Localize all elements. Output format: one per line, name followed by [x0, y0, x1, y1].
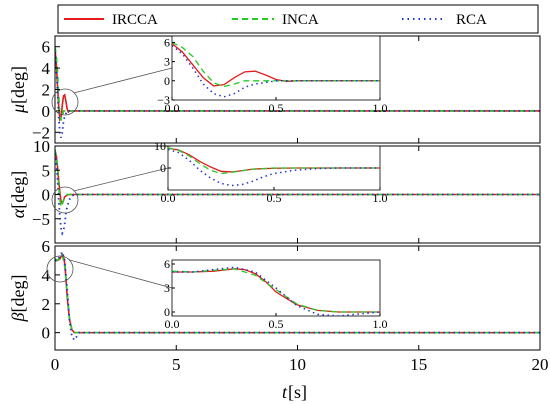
legend-label-rca: RCA [456, 12, 487, 28]
inset-x-tick-label: 0.5 [269, 101, 284, 115]
inset-y-tick-label: 3 [164, 281, 170, 295]
y-axis-label: α[deg] [8, 171, 28, 218]
x-axis: 0 5 10 15 20 [51, 355, 549, 374]
inset-x-tick-label: 0.5 [267, 191, 282, 205]
legend: IRCCA INCA RCA [57, 4, 539, 34]
inset-x-tick-label: 1.0 [373, 317, 388, 331]
inset-y-tick-label: 3 [164, 55, 170, 69]
inset-x-tick-label: 0.0 [161, 191, 176, 205]
series-inca-line [55, 252, 540, 334]
x-axis-label-symbol: t [282, 382, 288, 402]
inset-frame [171, 35, 381, 101]
legend-box [57, 4, 539, 34]
y-tick-label: 6 [42, 237, 51, 256]
inset-series-rca-line [172, 266, 380, 316]
inset-panel: 10 0 0.0 0.5 1.0 [154, 139, 388, 205]
inset-y-tick-label: 0 [164, 305, 170, 319]
y-tick-label: 6 [42, 38, 51, 57]
zoom-connector [68, 259, 173, 289]
legend-label-ircca: IRCCA [112, 12, 158, 28]
y-axis-label-symbol: α [8, 208, 28, 218]
y-tick-label: −5 [32, 210, 50, 229]
y-tick-label: 10 [33, 137, 50, 156]
y-tick-label: 0 [42, 324, 51, 343]
y-axis-label: β[deg] [8, 275, 28, 323]
inset-x-tick-label: 1.0 [373, 101, 388, 115]
y-tick-label: 0 [42, 186, 51, 205]
y-axis-label-unit: [deg] [8, 66, 28, 104]
y-axis-label-symbol: β [8, 312, 28, 322]
x-tick-label: 5 [172, 355, 181, 374]
y-tick-label: 4 [42, 266, 51, 285]
inset-y-tick-label: 10 [154, 139, 166, 153]
y-axis-label: μ[deg] [8, 66, 28, 114]
inset-y-tick-label: 6 [164, 257, 170, 271]
y-tick-label: 2 [42, 81, 51, 100]
inset-series-inca-line [168, 147, 380, 175]
y-tick-label: 5 [42, 161, 51, 180]
zoom-connector [74, 167, 169, 192]
y-tick-label: 2 [42, 295, 51, 314]
zoom-circle [46, 255, 74, 283]
zoom-circle [51, 88, 79, 116]
legend-label-inca: INCA [282, 12, 319, 28]
y-axis-label-unit: [deg] [8, 275, 28, 313]
zoom-connector [74, 67, 173, 94]
y-tick-label: 4 [42, 59, 51, 78]
x-axis-label-unit: [s] [288, 382, 307, 402]
inset-y-tick-label: 6 [164, 35, 170, 49]
y-tick-label: −2 [32, 123, 50, 142]
x-tick-label: 0 [51, 355, 60, 374]
zoom-circle [51, 186, 79, 214]
inset-series-rca-line [172, 45, 380, 98]
inset-series-inca-line [172, 41, 380, 88]
inset-y-tick-label: 0 [164, 74, 170, 88]
y-axis-label-unit: [deg] [8, 171, 28, 209]
inset-panel: 6 3 0 −30.0 0.5 1.0 [157, 35, 387, 115]
inset-panel: 6 3 00.0 0.5 1.0 [164, 257, 388, 331]
inset-series-rca-line [168, 148, 380, 187]
x-tick-label: 10 [289, 355, 306, 374]
series-rca-line [55, 249, 540, 342]
x-tick-label: 20 [532, 355, 549, 374]
inset-x-tick-label: 0.0 [165, 101, 180, 115]
inset-x-tick-label: 0.0 [165, 317, 180, 331]
inset-x-tick-label: 0.5 [269, 317, 284, 331]
y-axis-label-symbol: μ [8, 104, 28, 114]
series-rca-line [55, 153, 540, 236]
inset-y-tick-label: −3 [157, 93, 170, 107]
inset-x-tick-label: 1.0 [373, 191, 388, 205]
y-tick-label: 0 [42, 102, 51, 121]
x-tick-label: 15 [410, 355, 427, 374]
inset-y-tick-label: 0 [160, 161, 166, 175]
